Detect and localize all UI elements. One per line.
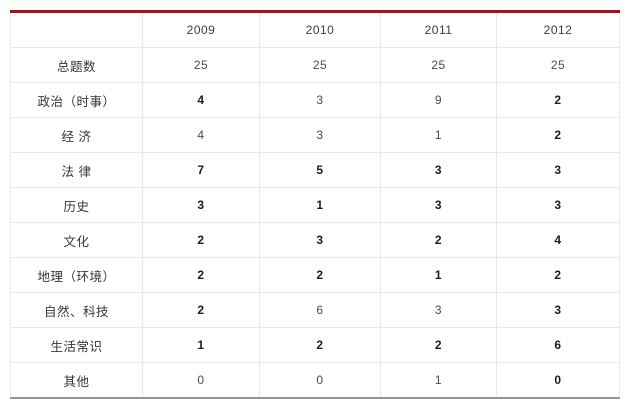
value-cell: 1: [380, 362, 497, 399]
value-cell: 0: [496, 362, 620, 399]
table-row: 地理（环境） 2 2 1 2: [10, 257, 620, 293]
row-label: 文化: [10, 222, 143, 258]
value-cell: 2: [496, 82, 620, 118]
question-distribution-table: 2009 2010 2011 2012 总题数 25 25 25 25 政治（时事） 4 3 9 2 经 …: [10, 10, 620, 399]
value-cell: 2: [142, 292, 260, 328]
row-label: 历史: [10, 187, 143, 223]
row-label: 地理（环境）: [10, 257, 143, 293]
value-cell: 4: [142, 82, 260, 118]
year-header-2012: 2012: [496, 11, 620, 48]
row-label: 政治（时事）: [10, 82, 143, 118]
row-label: 经 济: [10, 117, 143, 153]
header-row: 2009 2010 2011 2012: [10, 11, 620, 48]
value-cell: 6: [496, 327, 620, 363]
table-row: 政治（时事） 4 3 9 2: [10, 82, 620, 118]
value-cell: 1: [380, 257, 497, 293]
value-cell: 2: [380, 327, 497, 363]
value-cell: 2: [142, 257, 260, 293]
value-cell: 5: [259, 152, 381, 188]
table-row: 历史 3 1 3 3: [10, 187, 620, 223]
value-cell: 2: [259, 257, 381, 293]
value-cell: 25: [380, 47, 497, 83]
value-cell: 9: [380, 82, 497, 118]
value-cell: 2: [380, 222, 497, 258]
row-label: 总题数: [10, 47, 143, 83]
table-row: 其他 0 0 1 0: [10, 362, 620, 399]
value-cell: 4: [496, 222, 620, 258]
value-cell: 3: [259, 222, 381, 258]
year-header-2011: 2011: [380, 11, 497, 48]
value-cell: 2: [259, 327, 381, 363]
value-cell: 1: [142, 327, 260, 363]
value-cell: 3: [380, 187, 497, 223]
value-cell: 25: [496, 47, 620, 83]
value-cell: 2: [142, 222, 260, 258]
value-cell: 7: [142, 152, 260, 188]
table-row: 自然、科技 2 6 3 3: [10, 292, 620, 328]
value-cell: 0: [259, 362, 381, 399]
value-cell: 3: [380, 292, 497, 328]
value-cell: 0: [142, 362, 260, 399]
value-cell: 6: [259, 292, 381, 328]
table-row: 文化 2 3 2 4: [10, 222, 620, 258]
row-label: 其他: [10, 362, 143, 399]
value-cell: 1: [380, 117, 497, 153]
value-cell: 3: [142, 187, 260, 223]
row-label: 自然、科技: [10, 292, 143, 328]
value-cell: 25: [142, 47, 260, 83]
year-header-2010: 2010: [259, 11, 381, 48]
value-cell: 3: [496, 187, 620, 223]
row-label: 生活常识: [10, 327, 143, 363]
row-label: 法 律: [10, 152, 143, 188]
value-cell: 3: [496, 292, 620, 328]
value-cell: 3: [380, 152, 497, 188]
value-cell: 3: [259, 82, 381, 118]
value-cell: 2: [496, 257, 620, 293]
table-row: 生活常识 1 2 2 6: [10, 327, 620, 363]
value-cell: 2: [496, 117, 620, 153]
corner-cell: [10, 11, 143, 48]
value-cell: 25: [259, 47, 381, 83]
value-cell: 1: [259, 187, 381, 223]
value-cell: 4: [142, 117, 260, 153]
value-cell: 3: [496, 152, 620, 188]
question-distribution-table-wrap: 2009 2010 2011 2012 总题数 25 25 25 25 政治（时事） 4 3 9 2 经 …: [10, 10, 620, 399]
table-row: 总题数 25 25 25 25: [10, 47, 620, 83]
year-header-2009: 2009: [142, 11, 260, 48]
value-cell: 3: [259, 117, 381, 153]
